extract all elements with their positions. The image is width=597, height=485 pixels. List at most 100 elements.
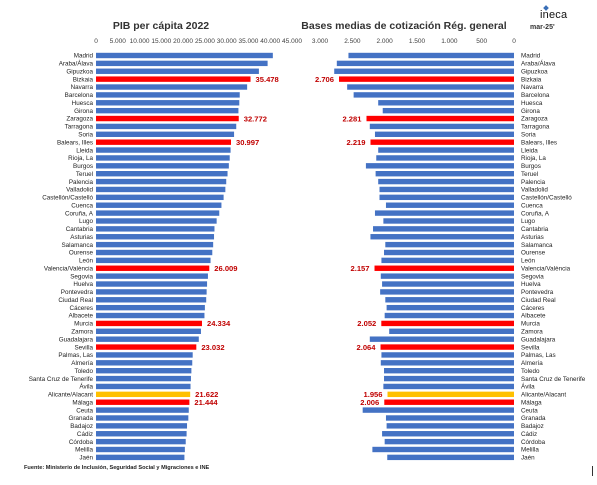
contribution-province-label: Murcia xyxy=(521,321,540,328)
contribution-chart-title-date: mar-25' xyxy=(530,24,555,31)
contribution-province-label: Ourense xyxy=(521,250,546,257)
gdp-province-label: Castellón/Castelló xyxy=(42,195,93,202)
contribution-bar-alicante-alacant xyxy=(387,391,514,398)
gdp-bar-caceres xyxy=(96,304,205,311)
gdp-province-label: Valencia/València xyxy=(44,265,94,272)
gdp-data-label-malaga: 21.444 xyxy=(194,398,218,407)
contribution-bar-malaga xyxy=(384,399,514,405)
gdp-province-label: Barcelona xyxy=(65,92,94,99)
gdp-province-label: Zamora xyxy=(71,329,93,336)
contribution-data-label-sevilla: 2.064 xyxy=(357,343,377,352)
gdp-province-label: Palencia xyxy=(69,179,94,186)
contribution-chart-title-main: Bases medias de cotización Rég. general xyxy=(301,20,506,32)
gdp-province-label: Madrid xyxy=(74,53,94,60)
contribution-bar-lugo xyxy=(383,218,514,224)
gdp-province-label: Ávila xyxy=(79,382,93,391)
contribution-province-label: León xyxy=(521,258,536,265)
gdp-province-label: León xyxy=(79,258,94,265)
contribution-province-label: Segovia xyxy=(521,273,544,280)
gdp-data-label-sevilla: 23.032 xyxy=(201,343,224,352)
gdp-province-label: Cantabria xyxy=(66,226,94,233)
contribution-province-label: Araba/Álava xyxy=(521,59,556,68)
contribution-data-label-murcia: 2.052 xyxy=(357,319,376,328)
contribution-province-label: Alicante/Alacant xyxy=(521,392,566,399)
contribution-data-label-malaga: 2.006 xyxy=(360,398,379,407)
gdp-province-label: Soria xyxy=(78,132,93,139)
gdp-province-label: Burgos xyxy=(73,163,93,170)
gdp-province-label: Gipuzkoa xyxy=(66,68,93,75)
gdp-tick-label: 25.000 xyxy=(195,38,215,45)
contribution-province-label: Valladolid xyxy=(521,187,548,194)
gdp-bar-araba-alava xyxy=(96,60,268,67)
gdp-bar-santa-cruz-de-tenerife xyxy=(96,375,191,382)
gdp-bar-huesca xyxy=(96,100,240,106)
contribution-province-label: Rioja, La xyxy=(521,155,546,162)
contribution-province-label: Cuenca xyxy=(521,202,543,209)
gdp-bar-rioja-la xyxy=(96,155,230,161)
gdp-province-label: Sevilla xyxy=(74,344,93,351)
gdp-province-label: Jaén xyxy=(79,455,93,462)
gdp-tick-label: 40.000 xyxy=(260,38,280,45)
contribution-province-label: Granada xyxy=(521,415,546,422)
gdp-bar-almeria xyxy=(96,360,193,366)
contribution-province-label: Madrid xyxy=(521,53,541,60)
contribution-data-label-bizkaia: 2.706 xyxy=(315,75,334,84)
contribution-province-labels: MadridAraba/ÁlavaGipuzkoaBizkaiaNavarraB… xyxy=(521,53,586,462)
gdp-bar-asturias xyxy=(96,234,215,240)
gdp-province-label: Alicante/Alacant xyxy=(48,392,93,399)
contribution-bar-lleida xyxy=(378,147,514,153)
gdp-bar-murcia xyxy=(96,320,202,327)
gdp-bar-balears-illes xyxy=(96,139,232,145)
gdp-province-labels: MadridAraba/ÁlavaGipuzkoaBizkaiaNavarraB… xyxy=(29,53,94,462)
gdp-bar-lugo xyxy=(96,218,217,224)
gdp-province-label: Cuenca xyxy=(71,202,93,209)
gdp-province-label: Palmas, Las xyxy=(58,352,93,359)
contribution-bar-girona xyxy=(382,107,514,114)
contribution-province-label: Lugo xyxy=(521,218,536,225)
brand-logo: ineca xyxy=(540,9,568,21)
contribution-bar-ourense xyxy=(384,249,514,256)
contribution-province-label: Palencia xyxy=(521,179,546,186)
gdp-province-label: Tarragona xyxy=(65,124,94,131)
gdp-province-label: Cádiz xyxy=(77,431,93,438)
contribution-province-label: Badajoz xyxy=(521,423,544,430)
gdp-province-label: Almería xyxy=(71,360,93,367)
contribution-province-label: Albacete xyxy=(521,313,546,320)
contribution-data-label-valencia-valencia: 2.157 xyxy=(350,264,369,273)
gdp-bar-albacete xyxy=(96,312,205,319)
contribution-bar-ceuta xyxy=(362,407,514,413)
gdp-bar-cadiz xyxy=(96,431,187,437)
gdp-tick-label: 35.000 xyxy=(238,38,258,45)
gdp-province-label: Cáceres xyxy=(70,305,93,312)
gdp-bar-girona xyxy=(96,107,239,114)
gdp-bar-palmas-las xyxy=(96,352,193,358)
contribution-bar-avila xyxy=(383,383,514,390)
contribution-bar-caceres xyxy=(386,304,514,311)
gdp-bar-valladolid xyxy=(96,186,226,193)
contribution-bar-cadiz xyxy=(382,431,514,437)
gdp-data-label-valencia-valencia: 26.009 xyxy=(214,264,237,273)
contribution-province-label: Bizkaia xyxy=(521,76,542,83)
text-cursor xyxy=(592,466,593,476)
contribution-bar-guadalajara xyxy=(369,336,514,342)
gdp-tick-label: 20.000 xyxy=(173,38,193,45)
contribution-bar-araba-alava xyxy=(336,60,514,67)
gdp-bar-granada xyxy=(96,415,189,421)
gdp-province-label: Girona xyxy=(74,108,93,115)
gdp-province-label: Rioja, La xyxy=(68,155,93,162)
contribution-bar-pontevedra xyxy=(380,289,514,295)
contribution-province-label: Guadalajara xyxy=(521,336,556,343)
gdp-tick-label: 45.000 xyxy=(282,38,302,45)
contribution-bar-rioja-la xyxy=(376,155,514,161)
contribution-bar-palmas-las xyxy=(381,352,514,358)
contribution-bar-valencia-valencia xyxy=(374,265,514,271)
gdp-bar-malaga xyxy=(96,399,190,405)
contribution-data-label-balears-illes: 2.219 xyxy=(346,138,365,147)
contribution-bar-madrid xyxy=(348,52,514,59)
contribution-tick-label: 1.500 xyxy=(409,38,426,45)
gdp-province-label: Murcia xyxy=(74,321,93,328)
gdp-province-label: Pontevedra xyxy=(61,289,94,296)
gdp-bar-huelva xyxy=(96,281,208,287)
gdp-bar-madrid xyxy=(96,52,273,59)
gdp-province-label: Ourense xyxy=(69,250,94,257)
